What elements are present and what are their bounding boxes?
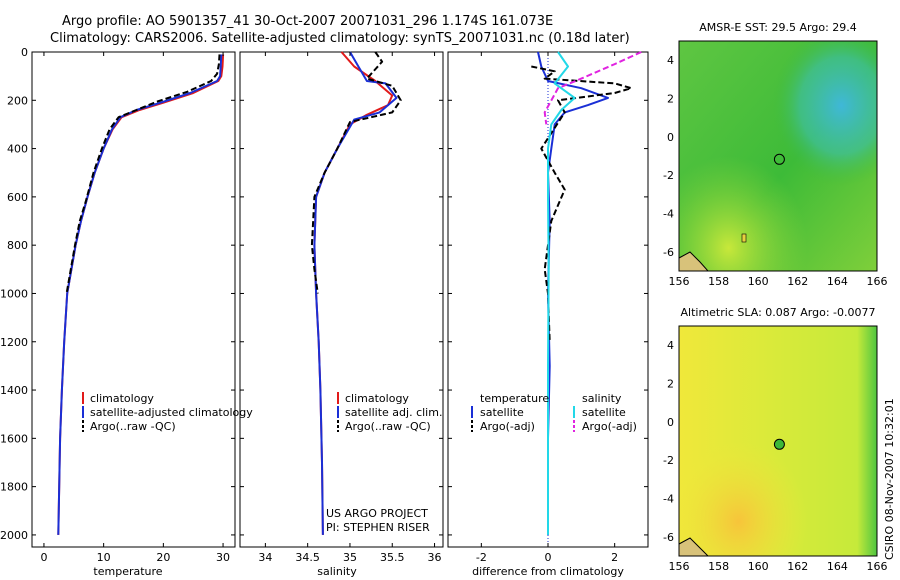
temperature-ytick-label: 1200 [0,336,28,349]
sla-map-ytick-label: 4 [667,339,674,352]
sst-map-ytick-label: 2 [667,93,674,106]
temperature-xtick-label: 20 [156,551,170,564]
sla-profile-marker [773,438,785,450]
legend-label-argo: Argo(..raw -QC) [345,420,431,433]
pi-label: PI: STEPHEN RISER [326,521,430,534]
sla-map-ytick-label: -4 [663,493,674,506]
sst-map-title: AMSR-E SST: 29.5 Argo: 29.4 [699,21,857,34]
figure-title-line1: Argo profile: AO 5901357_41 30-Oct-2007 … [62,14,553,29]
sst-map-xtick-label: 166 [867,275,888,288]
sst-map-ytick-label: 0 [667,131,674,144]
sst-map-xtick-label: 158 [708,275,729,288]
salinity-legend: climatology satellite adj. clim. Argo(..… [337,392,442,433]
sla-map-xtick-label: 158 [708,560,729,573]
sla-map-axes [678,325,878,557]
temperature-ytick-label: 0 [21,46,28,59]
temperature-ytick-label: 2000 [0,529,28,542]
salinity-xtick-label: 36 [428,551,442,564]
difference-series-salinity-argo-adj [543,51,642,125]
salinity-xtick-label: 35.5 [380,551,405,564]
sla-map-ytick-label: 0 [667,416,674,429]
legend-label-sal-satellite: satellite [582,406,626,419]
temperature-series-climatology [57,54,225,535]
sst-map-axes [678,40,878,272]
difference-series-group [531,51,642,535]
temperature-ytick-label: 600 [7,191,28,204]
sst-map-xtick-label: 162 [787,275,808,288]
temperature-series-satellite-adjusted-climatology [57,54,223,535]
legend-label-argo: Argo(..raw -QC) [90,420,176,433]
salinity-xtick-label: 34.5 [295,551,320,564]
sst-map-ytick-label: -2 [663,169,674,182]
temperature-series-group [57,54,225,535]
sla-map-xtick-label: 160 [748,560,769,573]
legend-title-salinity: salinity [582,392,622,405]
temperature-xtick-label: 30 [216,551,230,564]
difference-xlabel: difference from climatology [472,565,624,578]
sst-yellow-patch [679,41,877,271]
sst-map-ytick-label: -4 [663,208,674,221]
sst-map-field [679,41,877,271]
sst-small-island [741,233,747,243]
temperature-xtick-label: 10 [97,551,111,564]
salinity-series-group [310,51,402,535]
temperature-axes [31,51,236,548]
temperature-series-argo-raw-qc [65,54,221,294]
difference-xtick-label: 2 [611,551,618,564]
legend-label-satellite: satellite-adjusted climatology [90,406,253,419]
temperature-ytick-label: 800 [7,239,28,252]
sla-map-xtick-label: 162 [787,560,808,573]
sla-map-ytick-label: -2 [663,454,674,467]
temperature-xlabel: temperature [93,565,162,578]
sst-map-xtick-label: 160 [748,275,769,288]
temperature-ytick-label: 1400 [0,384,28,397]
legend-label-temp-argo: Argo(-adj) [480,420,535,433]
salinity-xtick-label: 35 [343,551,357,564]
difference-xtick-label: -2 [476,551,487,564]
coastline-shape [679,537,709,556]
temperature-ytick-label: 200 [7,94,28,107]
salinity-series-satellite-adj-clim [313,51,398,535]
temperature-ytick-label: 1600 [0,432,28,445]
salinity-series-argo-raw-qc [310,51,402,294]
sst-map-xtick-label: 164 [827,275,848,288]
salinity-xlabel: salinity [317,565,357,578]
sla-map-xtick-label: 156 [669,560,690,573]
difference-xtick-label: 0 [545,551,552,564]
temperature-ytick-label: 1800 [0,481,28,494]
temperature-xtick-label: 0 [40,551,47,564]
salinity-xtick-label: 34 [258,551,272,564]
difference-series-salinity-satellite [547,51,576,535]
legend-label-temp-satellite: satellite [480,406,524,419]
temperature-legend: climatology satellite-adjusted climatolo… [82,392,253,433]
sla-map-ytick-label: -6 [663,531,674,544]
figure-title-line2: Climatology: CARS2006. Satellite-adjuste… [50,31,630,46]
sla-map-ytick-label: 2 [667,378,674,391]
project-label: US ARGO PROJECT [326,507,428,520]
temperature-ytick-label: 400 [7,143,28,156]
sst-map-ytick-label: 4 [667,54,674,67]
legend-label-climatology: climatology [90,392,154,405]
temperature-ytick-label: 1000 [0,287,28,300]
salinity-series-climatology [313,51,394,535]
legend-title-temperature: temperature [480,392,549,405]
sst-map-xtick-label: 156 [669,275,690,288]
sst-map-ytick-label: -6 [663,246,674,259]
legend-label-climatology: climatology [345,392,409,405]
sla-map-xtick-label: 166 [867,560,888,573]
difference-series-temperature-argo-adj [531,65,633,342]
sla-map-xtick-label: 164 [827,560,848,573]
salinity-axes [239,51,444,548]
credit-label: CSIRO 08-Nov-2007 10:32:01 [883,398,896,560]
legend-label-satellite: satellite adj. clim. [345,406,442,419]
difference-legend: temperature salinity satellite Argo(-adj… [471,392,637,433]
coastline-shape [679,251,709,271]
legend-label-sal-argo: Argo(-adj) [582,420,637,433]
sla-map-title: Altimetric SLA: 0.087 Argo: -0.0077 [681,306,876,319]
sst-profile-marker [773,153,785,165]
